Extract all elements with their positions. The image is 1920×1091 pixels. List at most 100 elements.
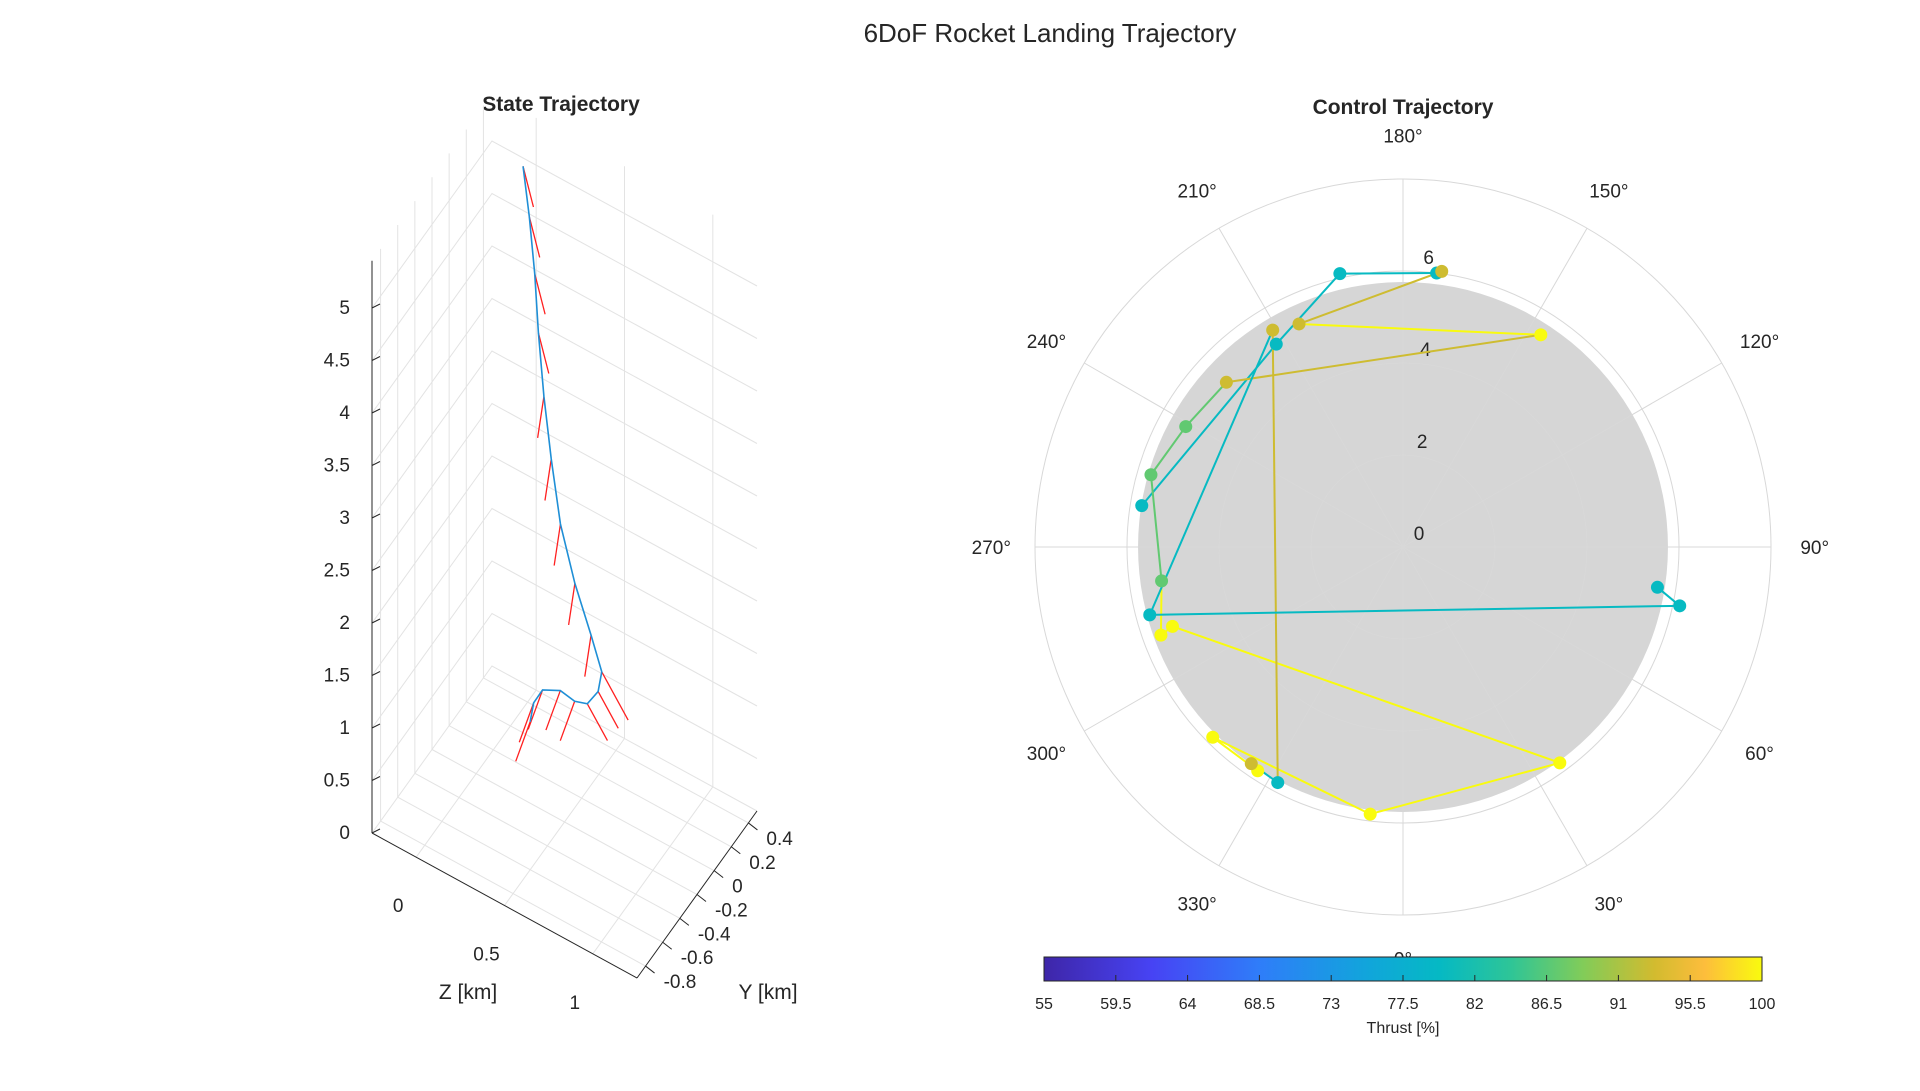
thrust-vector: [527, 689, 544, 730]
altitude-tick-label: 2: [339, 613, 350, 634]
colorbar-tick-label: 95.5: [1675, 996, 1706, 1013]
colorbar-tick-label: 59.5: [1100, 996, 1131, 1013]
grid-line: [371, 350, 758, 519]
radial-tick-label: 6: [1423, 248, 1434, 269]
colorbar-tick-label: 100: [1749, 996, 1776, 1013]
y-tick-label: -0.8: [664, 972, 697, 993]
colorbar-label: Thrust [%]: [1367, 1020, 1440, 1037]
y-tick: [730, 846, 741, 855]
thrust-vector: [601, 671, 629, 721]
thrust-vectors: [515, 166, 629, 762]
colorbar-tick-label: 86.5: [1531, 996, 1562, 1013]
colorbar-ticks: 55 59.5 64 68.5 73 77.5 82 86.5 91 95.5 100: [1035, 975, 1775, 1013]
grid-line: [371, 507, 758, 676]
thrust-vector: [553, 523, 562, 566]
grid-line: [371, 245, 758, 414]
colorbar-tick-label: 55: [1035, 996, 1053, 1013]
thrust-vector: [567, 583, 576, 626]
thrust-vector: [584, 635, 592, 677]
control-segment: [1149, 604, 1680, 616]
control-trajectory-axes: Control Trajectory 0°30°60°90°120°150°18…: [972, 96, 1829, 971]
control-trajectory-points: [1135, 264, 1687, 821]
altitude-tick-label: 0: [339, 823, 350, 844]
grid-line: [371, 612, 758, 781]
control-segment: [1226, 333, 1541, 384]
z-tick-labels: 00.51: [393, 896, 580, 1014]
z-tick-label: 0.5: [473, 945, 499, 966]
control-segment: [1148, 329, 1274, 616]
radial-tick-label: 0: [1414, 524, 1425, 545]
control-segment: [1172, 625, 1561, 764]
grid-line: [371, 297, 758, 466]
altitude-tick: [371, 303, 381, 309]
control-point: [1553, 756, 1567, 770]
colorbar-tick-label: 77.5: [1387, 996, 1418, 1013]
colorbar-tick-label: 73: [1322, 996, 1340, 1013]
altitude-tick: [371, 828, 381, 834]
y-tick-labels: 0.4 0.2 0 -0.2-0.4 -0.6 -0.8: [645, 822, 793, 993]
altitude-tick-label: 4.5: [324, 351, 350, 372]
control-segment: [1150, 425, 1187, 476]
colorbar-tick-label: 64: [1179, 996, 1197, 1013]
control-point: [1143, 608, 1157, 622]
angle-tick-label: 210°: [1177, 181, 1216, 202]
grid-line: [504, 738, 625, 906]
control-segment: [1339, 272, 1437, 275]
altitude-tick-label: 5: [339, 298, 350, 319]
z-axis-label: Z [km]: [439, 981, 497, 1004]
grid-line: [371, 665, 758, 834]
grid-line: [371, 455, 758, 624]
thrust-vector: [518, 702, 535, 743]
control-point: [1266, 323, 1280, 337]
control-segment: [1369, 761, 1561, 816]
altitude-tick-label: 3: [339, 508, 350, 529]
state-grid: [371, 105, 758, 967]
thrust-vector: [537, 332, 550, 374]
control-segment: [1298, 270, 1443, 325]
altitude-tick: [371, 671, 381, 676]
y-axis-label: Y [km]: [738, 981, 797, 1004]
state-trajectory-axes: State Trajectory 5 4.5 4 3.5 3 2.5 2 1.5 1 0.5 0 0…: [324, 93, 798, 1014]
altitude-tick-label: 2.5: [324, 561, 350, 582]
control-point: [1154, 628, 1168, 642]
state-trajectory-line: [522, 166, 603, 722]
control-point: [1155, 574, 1169, 588]
thrust-vector: [528, 216, 541, 258]
control-point: [1534, 328, 1548, 342]
grid-line: [371, 140, 758, 309]
altitude-tick: [371, 356, 381, 361]
control-point: [1650, 580, 1664, 594]
thrust-vector: [586, 703, 609, 741]
control-point: [1292, 317, 1306, 331]
control-point: [1673, 599, 1687, 613]
angle-tick-label: 300°: [1027, 744, 1066, 765]
thrust-vector: [544, 458, 552, 501]
thrust-vector: [534, 273, 546, 315]
y-tick: [645, 965, 655, 974]
y-tick: [748, 822, 758, 831]
control-point: [1269, 337, 1283, 351]
control-segment: [1149, 474, 1163, 582]
radial-tick-label: 4: [1420, 340, 1431, 361]
y-tick-label: -0.4: [698, 924, 731, 945]
angle-tick-label: 30°: [1594, 895, 1623, 916]
z-tick-label: 1: [570, 993, 581, 1014]
altitude-tick: [371, 461, 381, 466]
control-segment: [1185, 381, 1228, 428]
y-tick-label: -0.6: [681, 948, 714, 969]
state-axis-lines: [371, 260, 758, 979]
colorbar-tick-label: 82: [1466, 996, 1484, 1013]
control-segment: [1271, 330, 1279, 783]
control-point: [1333, 267, 1347, 281]
altitude-tick: [371, 618, 381, 624]
y-tick: [679, 917, 690, 926]
angle-tick-label: 180°: [1383, 126, 1422, 147]
y-tick: [662, 941, 673, 950]
control-point: [1165, 619, 1179, 633]
control-segment: [1298, 322, 1541, 336]
control-point: [1219, 375, 1233, 389]
control-point: [1206, 730, 1220, 744]
control-point: [1271, 776, 1285, 790]
thrust-vector: [536, 396, 545, 438]
